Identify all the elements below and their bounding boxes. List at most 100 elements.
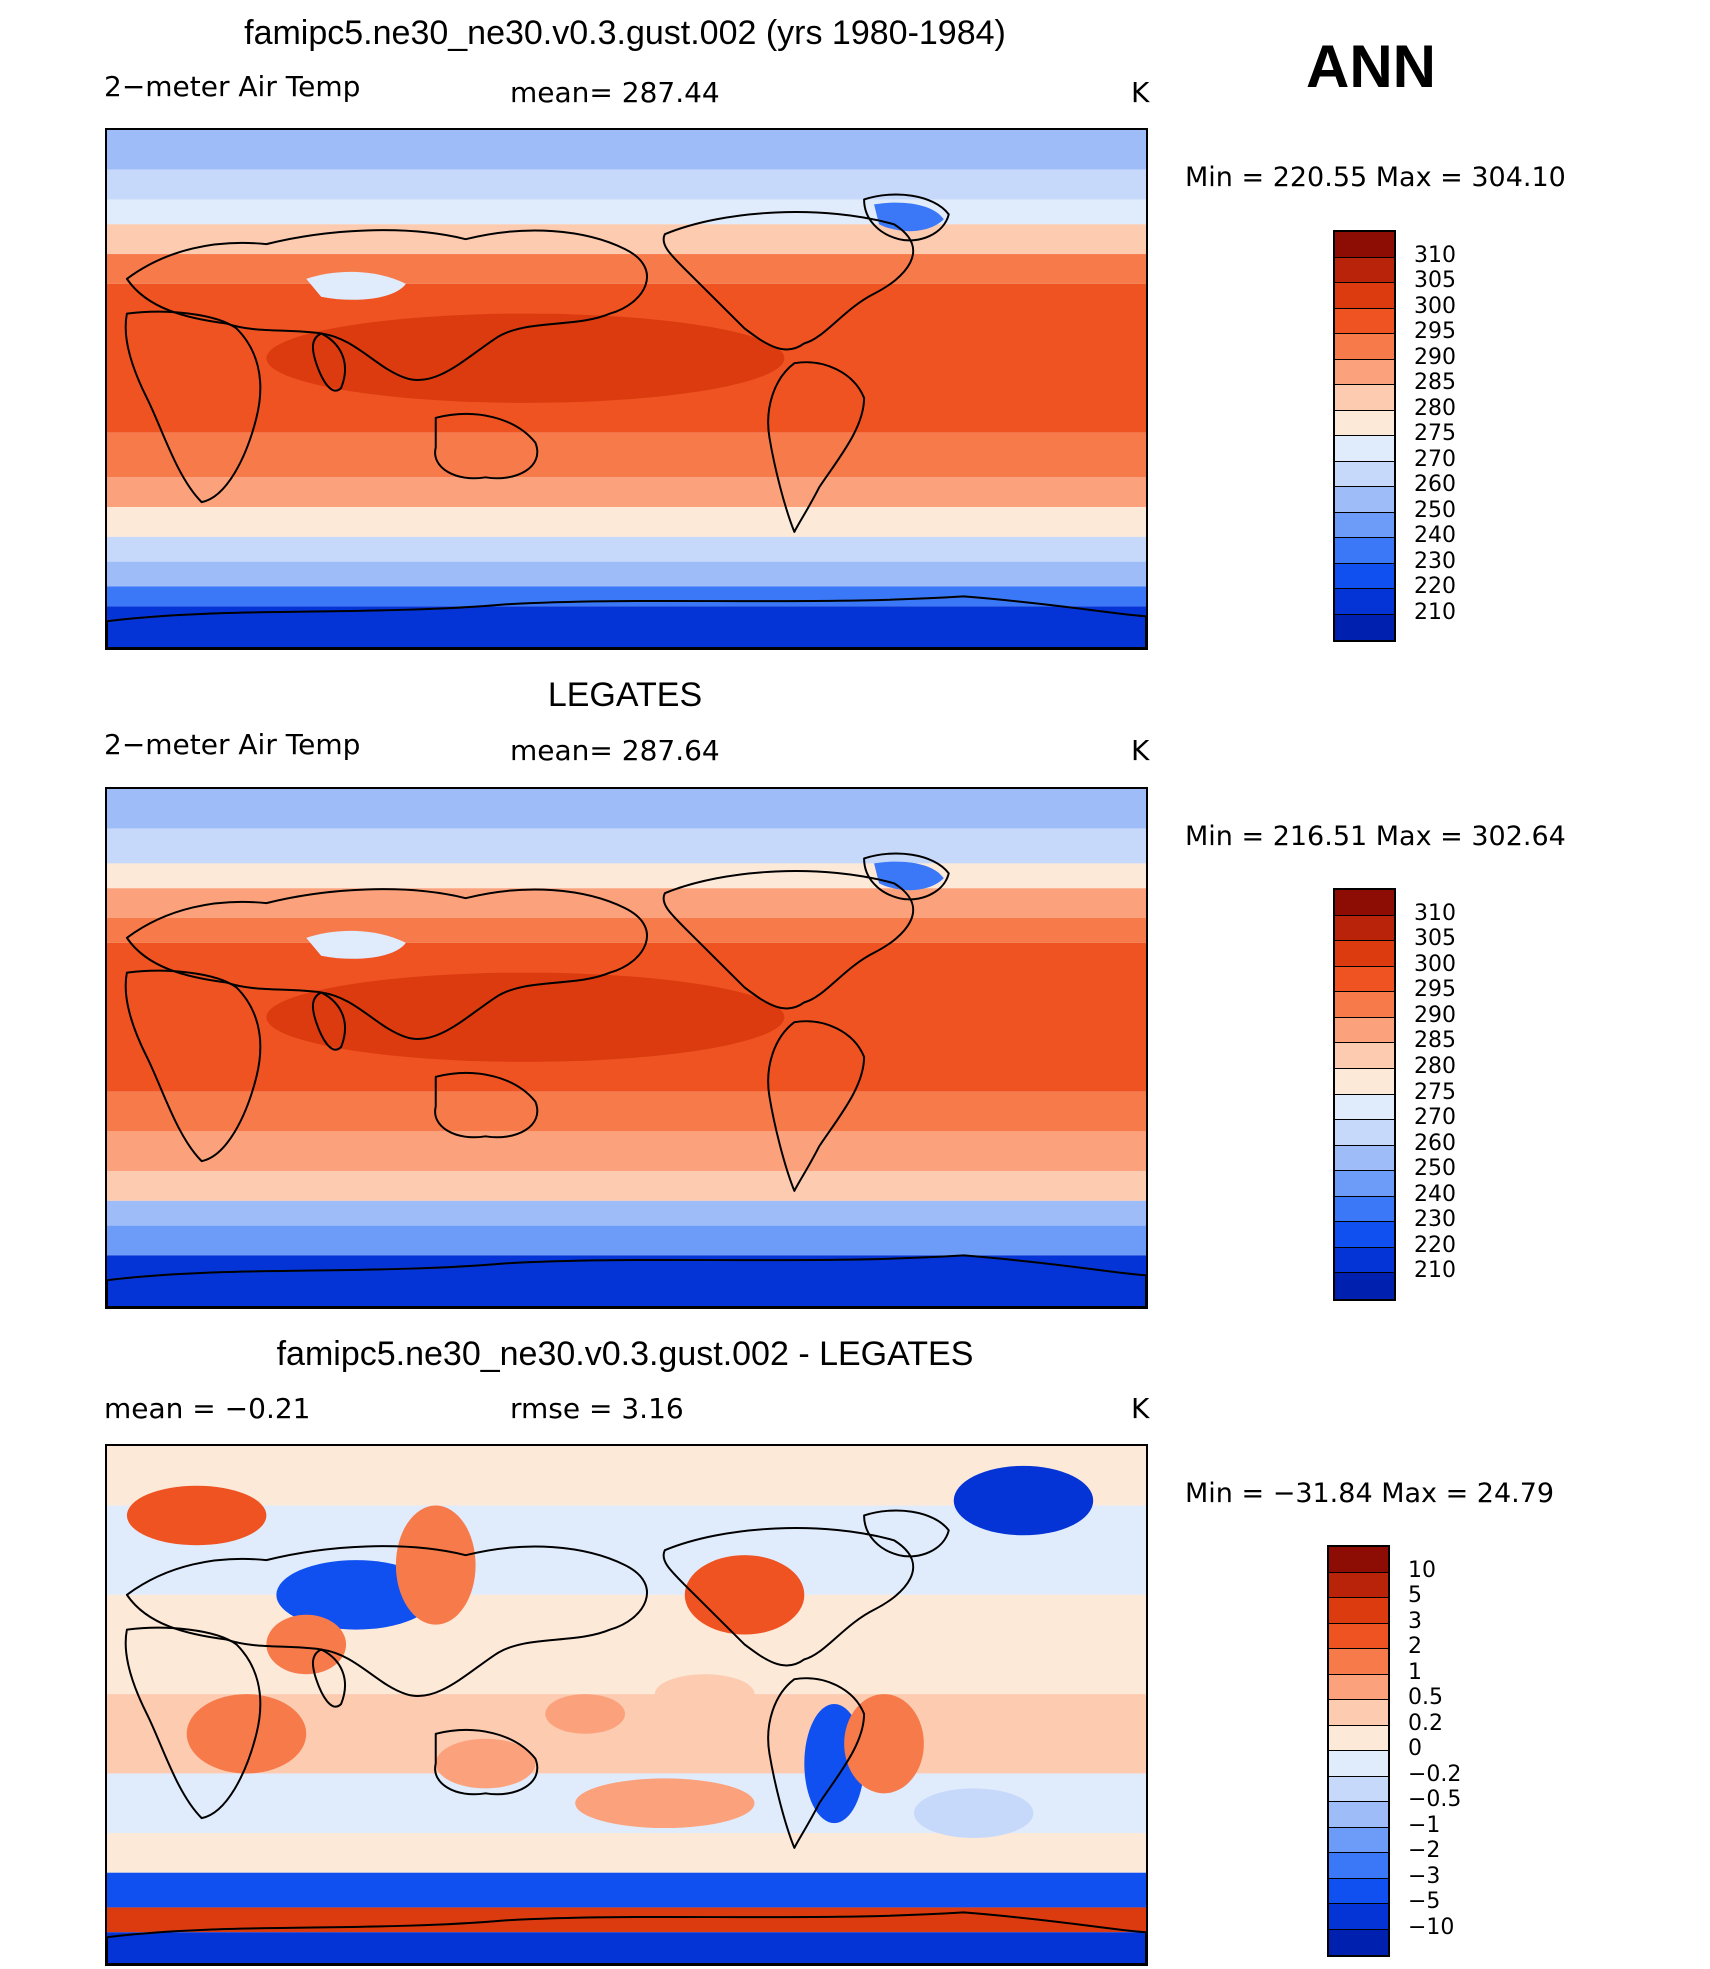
temperature-band bbox=[107, 606, 1146, 648]
difference-anomaly bbox=[276, 1560, 436, 1630]
coastline bbox=[125, 1545, 648, 1697]
warm-pool bbox=[266, 313, 785, 403]
colorbar-swatch bbox=[1335, 1068, 1394, 1095]
colorbar-tick-label: −3 bbox=[1408, 1863, 1441, 1889]
colorbar-tick-label: 1 bbox=[1408, 1659, 1422, 1685]
colorbar-tick-label: 285 bbox=[1414, 370, 1456, 395]
panel-2-min-max: Min = 216.51 Max = 302.64 bbox=[1185, 821, 1566, 852]
temperature-band bbox=[107, 254, 1146, 284]
colorbar-tick-label: 285 bbox=[1414, 1028, 1456, 1054]
colorbar-swatch bbox=[1335, 1145, 1394, 1172]
colorbar-tick-label: 250 bbox=[1414, 1156, 1456, 1182]
colorbar-tick-label: −10 bbox=[1408, 1914, 1455, 1940]
colorbar-swatch bbox=[1335, 461, 1394, 487]
panel-1-title: famipc5.ne30_ne30.v0.3.gust.002 (yrs 198… bbox=[244, 14, 1006, 52]
colorbar-swatch bbox=[1335, 512, 1394, 538]
colorbar-swatch bbox=[1335, 915, 1394, 942]
coastline bbox=[434, 412, 539, 480]
difference-anomaly bbox=[654, 1674, 755, 1714]
colorbar-tick-label: 290 bbox=[1414, 1002, 1456, 1028]
colorbar-swatch bbox=[1329, 1751, 1388, 1777]
colorbar-swatch bbox=[1329, 1878, 1388, 1904]
colorbar-swatch bbox=[1329, 1802, 1388, 1828]
temperature-band bbox=[107, 432, 1146, 478]
colorbar-tick-label: −0.5 bbox=[1408, 1787, 1462, 1812]
coastline bbox=[125, 229, 648, 381]
panel-1-variable-label: 2−meter Air Temp bbox=[104, 70, 361, 103]
colorbar-swatch bbox=[1335, 487, 1394, 513]
colorbar-tick-label: 300 bbox=[1414, 951, 1456, 977]
colorbar-swatch bbox=[1335, 941, 1394, 967]
plateau-cold-spot bbox=[306, 271, 406, 300]
colorbar-swatch bbox=[1335, 308, 1394, 334]
panel-1-map bbox=[105, 128, 1148, 650]
coastline bbox=[124, 1626, 262, 1820]
difference-anomaly bbox=[684, 1555, 805, 1635]
difference-anomaly bbox=[913, 1788, 1034, 1838]
panel-2-mean-label: mean= 287.64 bbox=[510, 734, 720, 767]
difference-band bbox=[107, 1872, 1146, 1908]
panel-1-temperature-field bbox=[107, 130, 1146, 648]
coastline bbox=[107, 1911, 1146, 1964]
colorbar-tick-label: 295 bbox=[1414, 977, 1456, 1003]
panel-2-colorbar bbox=[1333, 888, 1396, 1301]
colorbar-swatch bbox=[1335, 1094, 1394, 1121]
temperature-band bbox=[107, 561, 1146, 587]
colorbar-tick-label: 210 bbox=[1414, 599, 1456, 625]
coastline bbox=[124, 969, 262, 1163]
temperature-band bbox=[107, 1091, 1146, 1132]
temperature-band bbox=[107, 863, 1146, 889]
colorbar-swatch bbox=[1335, 410, 1394, 436]
coastline bbox=[434, 1728, 539, 1796]
coastline bbox=[767, 1677, 866, 1849]
coastline bbox=[662, 1527, 915, 1667]
temperature-band bbox=[107, 888, 1146, 919]
coastline bbox=[311, 1648, 346, 1708]
panel-3-min-max: Min = −31.84 Max = 24.79 bbox=[1185, 1478, 1555, 1509]
coastline bbox=[662, 870, 915, 1010]
temperature-band bbox=[107, 1225, 1146, 1256]
colorbar-tick-label: −5 bbox=[1408, 1889, 1441, 1914]
colorbar-swatch bbox=[1335, 257, 1394, 283]
colorbar-tick-label: 310 bbox=[1414, 242, 1456, 268]
coastline bbox=[125, 888, 648, 1040]
colorbar-tick-label: 295 bbox=[1414, 319, 1456, 344]
coastline bbox=[434, 1071, 539, 1139]
colorbar-tick-label: 3 bbox=[1408, 1608, 1422, 1634]
difference-anomaly bbox=[266, 1614, 347, 1675]
colorbar-tick-label: 275 bbox=[1414, 1079, 1456, 1105]
colorbar-swatch bbox=[1335, 283, 1394, 309]
panel-3-difference-field bbox=[107, 1446, 1146, 1964]
colorbar-swatch bbox=[1329, 1598, 1388, 1624]
colorbar-tick-label: 250 bbox=[1414, 497, 1456, 523]
coastline bbox=[311, 332, 346, 392]
colorbar-swatch bbox=[1335, 436, 1394, 462]
colorbar-tick-label: 270 bbox=[1414, 446, 1456, 472]
temperature-band bbox=[107, 789, 1146, 829]
panel-1-mean-label: mean= 287.44 bbox=[510, 76, 720, 109]
temperature-band bbox=[107, 828, 1146, 864]
plateau-cold-spot bbox=[306, 930, 406, 959]
colorbar-tick-label: 10 bbox=[1408, 1557, 1436, 1583]
colorbar-swatch bbox=[1335, 1171, 1394, 1197]
colorbar-tick-label: 0 bbox=[1408, 1736, 1422, 1761]
coastline bbox=[863, 852, 950, 901]
colorbar-tick-label: 230 bbox=[1414, 1207, 1456, 1233]
difference-anomaly bbox=[395, 1505, 476, 1625]
temperature-band bbox=[107, 586, 1146, 607]
panel-3-colorbar bbox=[1327, 1545, 1390, 1957]
colorbar-tick-label: 230 bbox=[1414, 548, 1456, 574]
coastline bbox=[863, 1509, 950, 1558]
colorbar-swatch bbox=[1335, 1043, 1394, 1069]
coastline bbox=[311, 991, 346, 1051]
panel-3-rmse-label: rmse = 3.16 bbox=[510, 1392, 684, 1425]
coastline bbox=[767, 361, 866, 533]
colorbar-tick-label: −2 bbox=[1408, 1838, 1441, 1863]
colorbar-tick-label: 220 bbox=[1414, 574, 1456, 599]
colorbar-swatch bbox=[1335, 1273, 1394, 1299]
panel-3-units: K bbox=[1131, 1392, 1150, 1425]
colorbar-swatch bbox=[1329, 1904, 1388, 1930]
colorbar-tick-label: 310 bbox=[1414, 900, 1456, 926]
colorbar-tick-label: 270 bbox=[1414, 1105, 1456, 1131]
temperature-band bbox=[107, 169, 1146, 200]
